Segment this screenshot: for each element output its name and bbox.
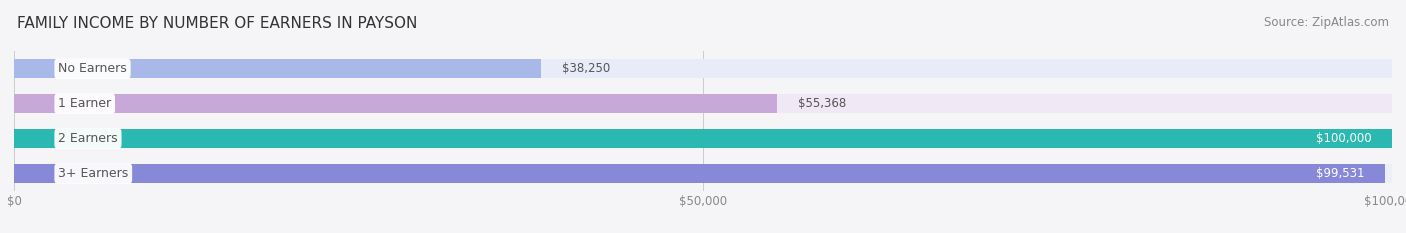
Bar — [14, 94, 778, 113]
Text: FAMILY INCOME BY NUMBER OF EARNERS IN PAYSON: FAMILY INCOME BY NUMBER OF EARNERS IN PA… — [17, 16, 418, 31]
Bar — [14, 59, 541, 78]
Bar — [14, 129, 1392, 148]
Text: $99,531: $99,531 — [1316, 167, 1365, 180]
Text: 3+ Earners: 3+ Earners — [58, 167, 128, 180]
Text: Source: ZipAtlas.com: Source: ZipAtlas.com — [1264, 16, 1389, 29]
Bar — [14, 129, 1392, 148]
Text: $55,368: $55,368 — [797, 97, 846, 110]
Bar — [14, 164, 1392, 183]
Bar — [14, 59, 1392, 78]
Text: 1 Earner: 1 Earner — [58, 97, 111, 110]
Bar — [14, 94, 1392, 113]
Text: $100,000: $100,000 — [1316, 132, 1371, 145]
Text: $38,250: $38,250 — [562, 62, 610, 75]
Text: No Earners: No Earners — [58, 62, 127, 75]
Bar — [14, 164, 1385, 183]
Text: 2 Earners: 2 Earners — [58, 132, 118, 145]
